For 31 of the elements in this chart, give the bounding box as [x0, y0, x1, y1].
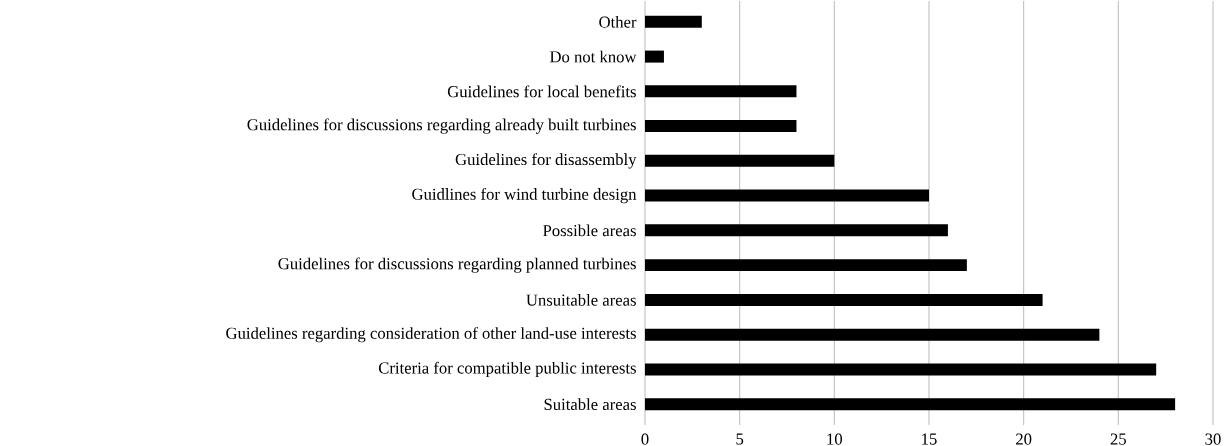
y-tick-label: Unsuitable areas — [526, 294, 636, 306]
y-tick-label: Guidelines for disassembly — [455, 153, 637, 169]
y-tick-label: Guidlines for wind turbine design — [412, 187, 637, 204]
bar — [645, 15, 702, 28]
bar — [645, 398, 1176, 411]
y-tick-label: Criteria for compatible public interests — [378, 361, 636, 378]
x-tick-label: 5 — [736, 433, 744, 445]
bar — [645, 50, 664, 63]
bar — [645, 154, 835, 167]
y-tick-label: Suitable areas — [544, 398, 636, 411]
x-tick-label: 10 — [827, 433, 843, 445]
bar — [645, 85, 797, 98]
y-tick-label: Possible areas — [543, 224, 636, 237]
y-tick-label: Do not know — [549, 50, 637, 63]
bar — [645, 189, 929, 202]
y-tick-label: Other — [599, 15, 637, 28]
bar — [645, 293, 1043, 306]
x-tick-label: 20 — [1016, 433, 1032, 445]
bar — [645, 363, 1157, 376]
y-tick-label: Guidelines for discussions regarding already built turbines — [247, 118, 636, 134]
bar — [645, 224, 948, 237]
x-tick-label: 25 — [1110, 433, 1126, 445]
y-tick-label: Guidelines regarding consideration of other land-use interests — [226, 326, 636, 343]
x-tick-label: 30 — [1205, 433, 1221, 445]
bar — [645, 120, 797, 133]
y-tick-label: Guidelines for local benefits — [447, 85, 636, 98]
x-tick-label: 0 — [641, 433, 649, 445]
bar — [645, 328, 1100, 341]
bar — [645, 259, 967, 272]
x-tick-label: 15 — [922, 433, 937, 445]
y-tick-label: Guidelines for discussions regarding planned turbines — [278, 257, 636, 273]
